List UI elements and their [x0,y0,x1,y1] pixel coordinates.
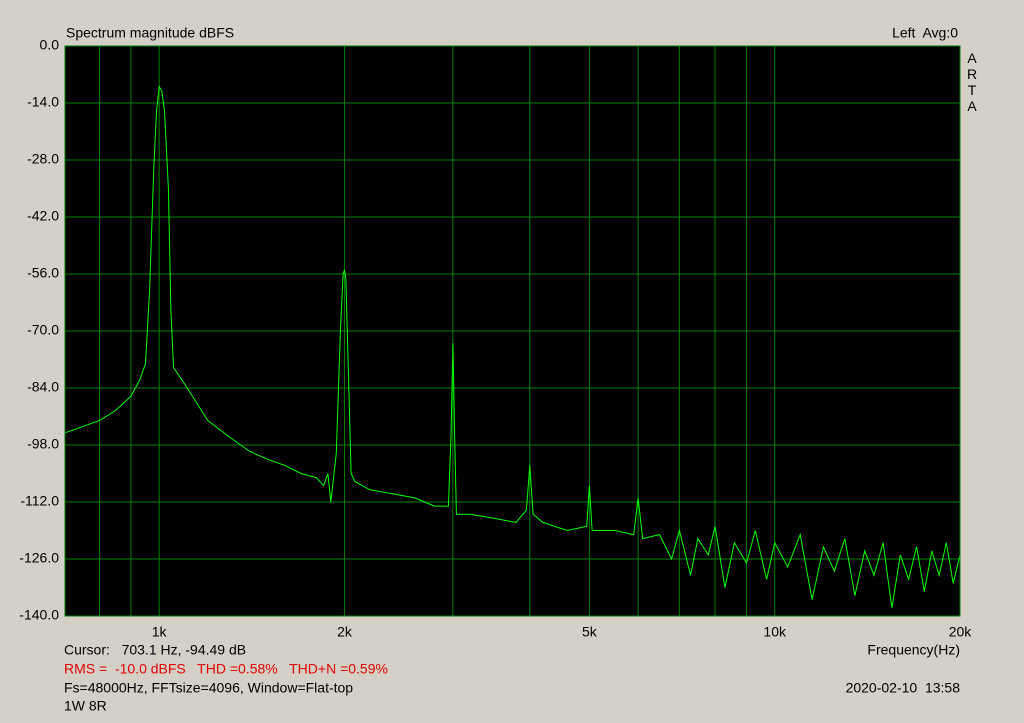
y-tick-label: -84.0 [27,379,59,395]
annotation: 2020-02-10 13:58 [846,680,961,696]
y-tick-label: -42.0 [27,208,59,224]
plot-border [64,45,961,617]
x-tick-label: 2k [337,624,353,640]
y-tick-label: -126.0 [19,550,59,566]
y-tick-label: -98.0 [27,436,59,452]
watermark: ARTA [964,50,980,114]
spectrum-line [64,85,961,608]
x-tick-label: 10k [763,624,787,640]
x-tick-label: 5k [582,624,598,640]
chart-title: Spectrum magnitude dBFS [66,25,234,41]
y-tick-label: -28.0 [27,151,59,167]
x-axis-label: Frequency(Hz) [867,642,960,658]
y-tick-label: -112.0 [20,493,59,509]
status: Left Avg:0 [892,25,958,41]
x-tick-label: 20k [949,624,973,640]
y-tick-label: -14.0 [27,94,59,110]
x-tick-label: 1k [152,624,168,640]
annotation: RMS = -10.0 dBFS THD =0.58% THD+N =0.59% [64,661,388,677]
annotation: Cursor: 703.1 Hz, -94.49 dB [64,642,246,658]
annotation: 1W 8R [64,698,107,714]
y-tick-label: -56.0 [27,265,59,281]
annotation: Fs=48000Hz, FFTsize=4096, Window=Flat-to… [64,680,353,696]
y-tick-label: -140.0 [19,607,59,623]
y-tick-label: -70.0 [27,322,59,338]
y-tick-label: 0.0 [40,37,60,53]
